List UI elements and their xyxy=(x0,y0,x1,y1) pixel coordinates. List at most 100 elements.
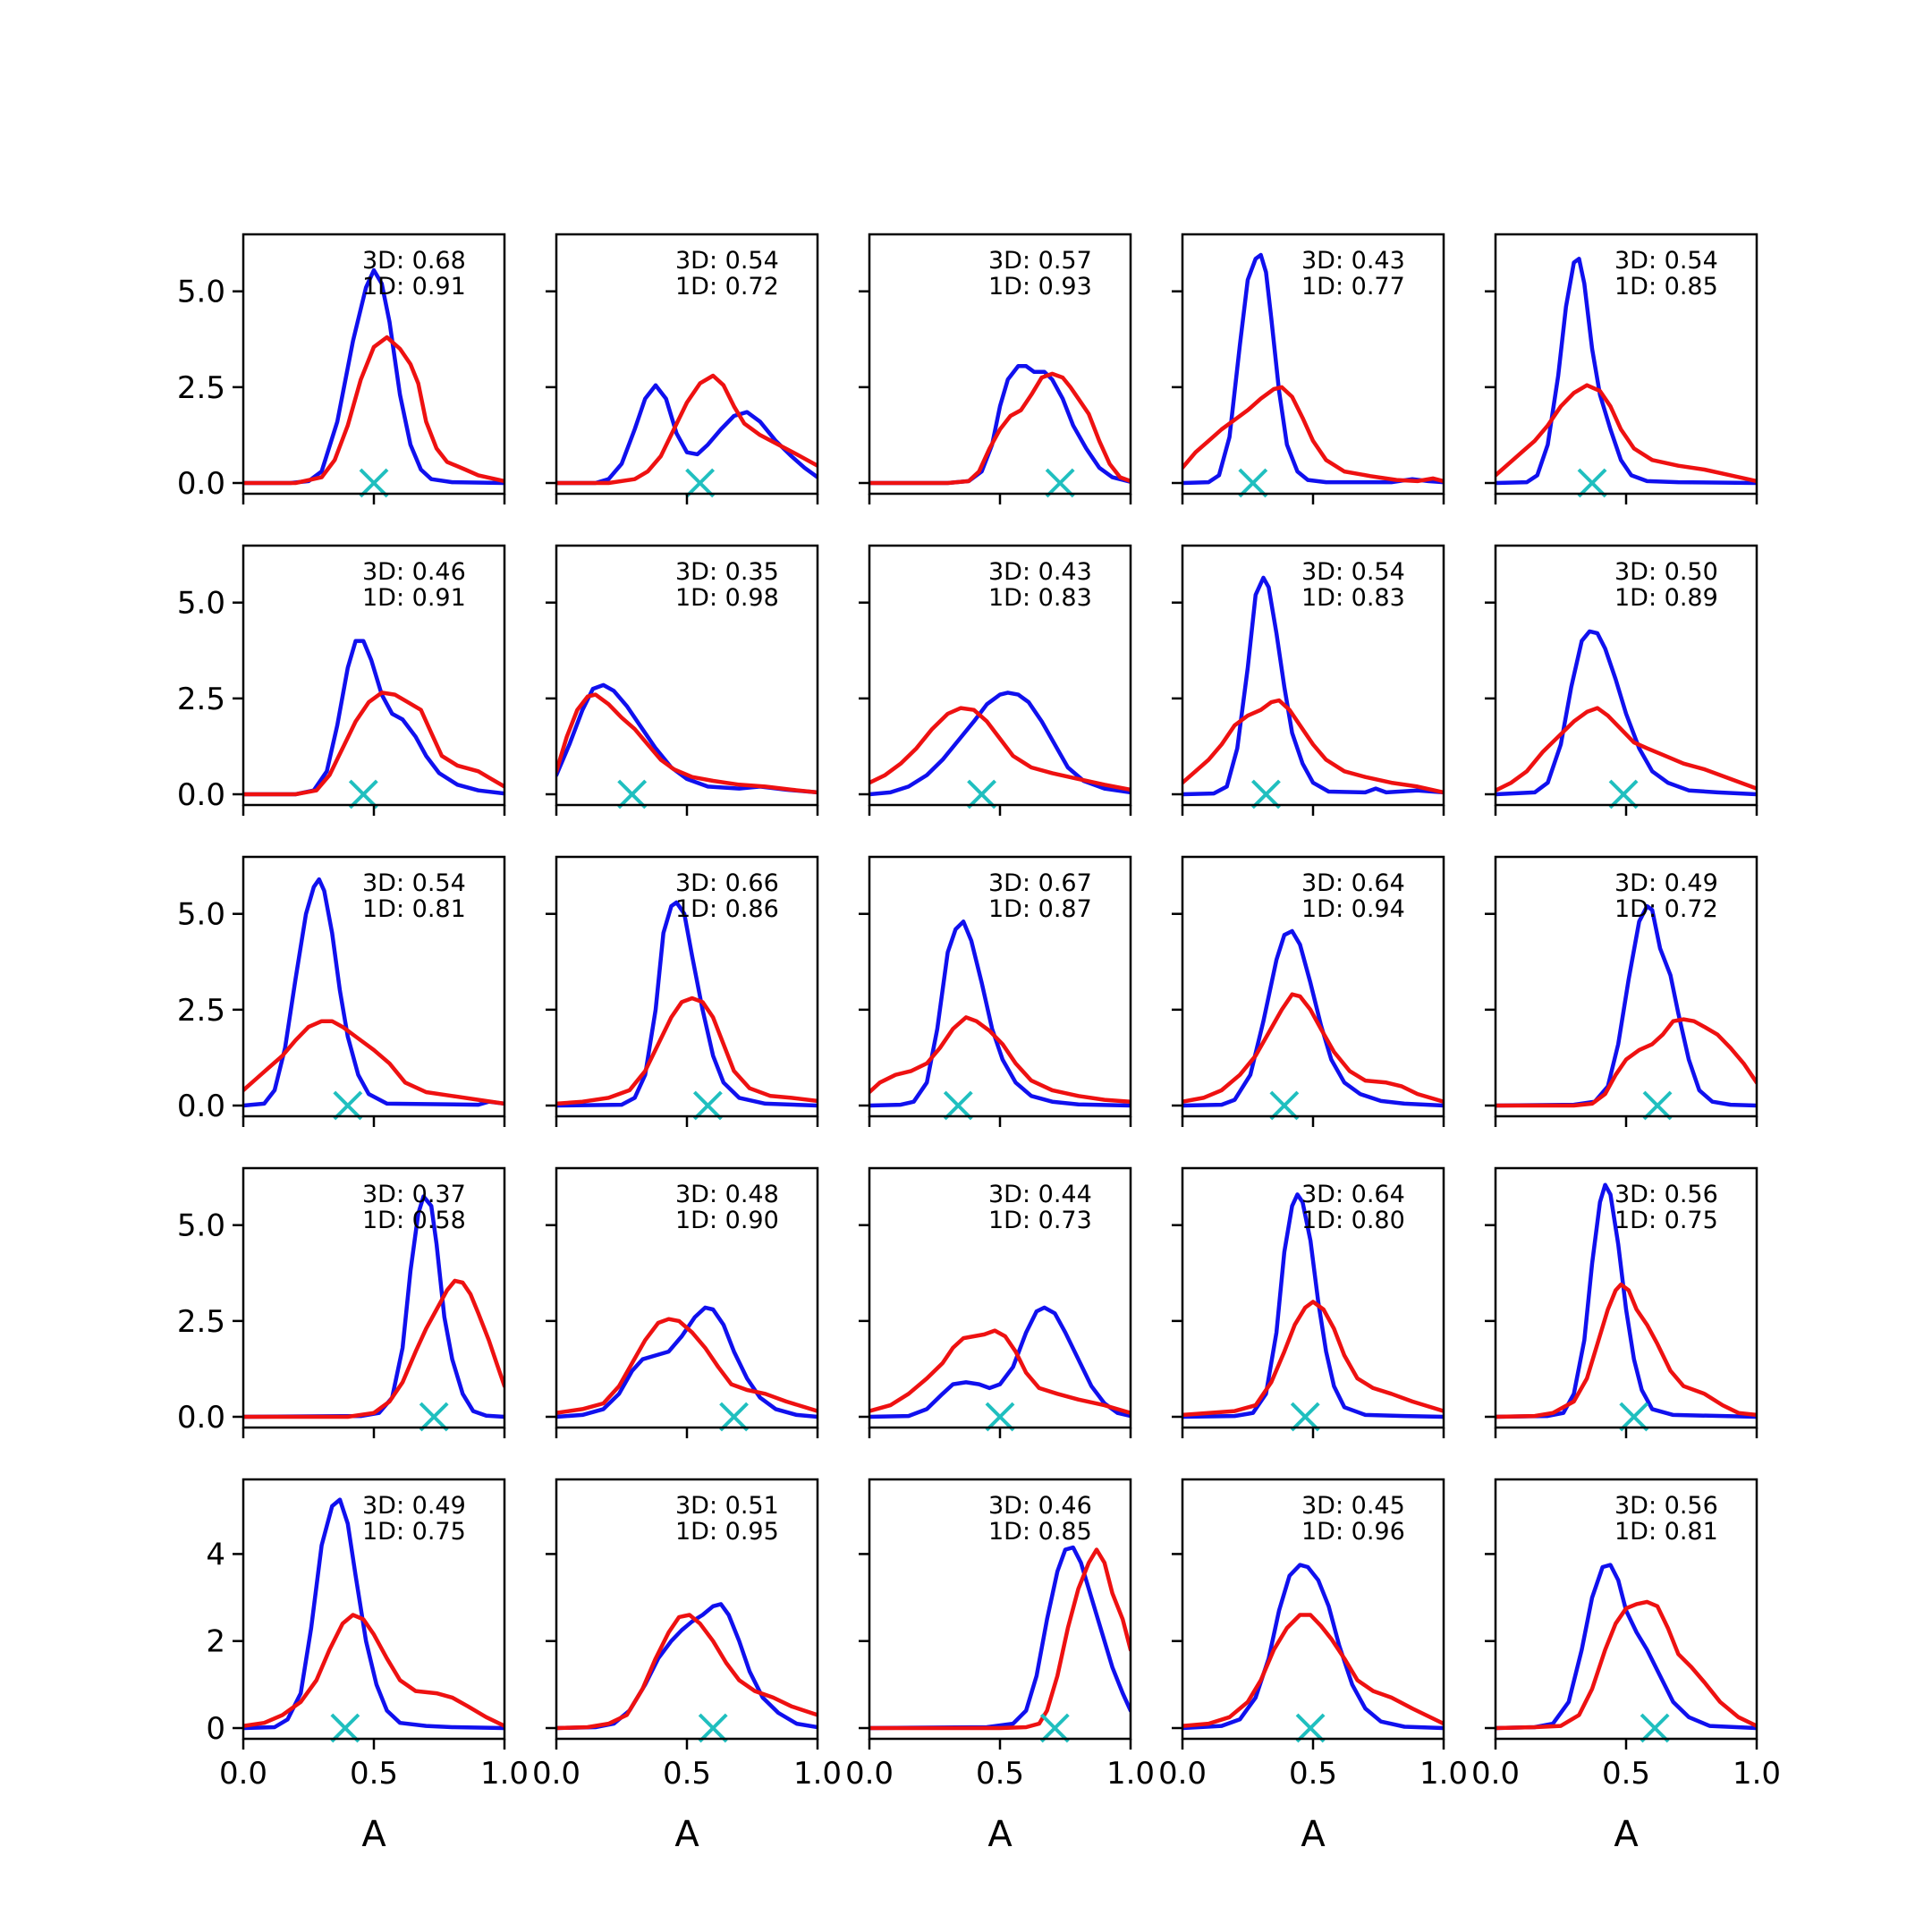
blue-series-line xyxy=(556,900,818,1108)
y-tick-label: 2.5 xyxy=(177,682,225,717)
x-axis-label: A xyxy=(361,1814,386,1855)
true-value-marker xyxy=(1251,779,1281,809)
score-annotation: 1D: 0.87 xyxy=(988,895,1092,923)
true-value-marker xyxy=(1642,1090,1673,1121)
score-annotation: 1D: 0.72 xyxy=(1614,895,1718,923)
red-series-line xyxy=(556,373,818,486)
x-axis-label: A xyxy=(1614,1814,1639,1855)
blue-series-line xyxy=(1496,629,1757,797)
true-value-marker xyxy=(1295,1713,1326,1743)
x-tick-label: 0.0 xyxy=(1158,1756,1207,1792)
true-value-marker xyxy=(617,779,648,809)
score-annotation: 1D: 0.85 xyxy=(1614,273,1718,301)
blue-series-line xyxy=(243,1497,504,1731)
y-tick-label: 0.0 xyxy=(177,1400,225,1436)
true-value-marker xyxy=(1290,1402,1320,1432)
score-annotation: 3D: 0.46 xyxy=(988,1492,1092,1520)
true-value-marker xyxy=(943,1090,973,1121)
red-series-line xyxy=(243,1019,504,1106)
score-annotation: 1D: 0.75 xyxy=(362,1518,466,1546)
x-tick-label: 0.5 xyxy=(663,1756,711,1792)
red-series-line xyxy=(556,692,818,795)
x-tick-label: 1.0 xyxy=(1419,1756,1468,1792)
score-annotation: 1D: 0.77 xyxy=(1301,273,1405,301)
score-annotation: 1D: 0.81 xyxy=(1614,1518,1718,1546)
red-series-line xyxy=(243,1613,504,1728)
y-tick-label: 5.0 xyxy=(177,586,225,622)
score-annotation: 1D: 0.85 xyxy=(988,1518,1092,1546)
red-series-line xyxy=(1182,992,1444,1104)
red-series-line xyxy=(869,1328,1131,1415)
red-series-line xyxy=(1496,706,1757,792)
red-series-line xyxy=(869,371,1131,486)
true-value-marker xyxy=(333,1090,363,1121)
true-value-marker xyxy=(419,1402,449,1432)
y-tick-label: 2.5 xyxy=(177,1304,225,1340)
true-value-marker xyxy=(985,1402,1015,1432)
blue-series-line xyxy=(1182,1192,1444,1419)
score-annotation: 1D: 0.89 xyxy=(1614,584,1718,612)
blue-series-line xyxy=(243,267,504,486)
blue-series-line xyxy=(1182,1563,1444,1731)
blue-series-line xyxy=(1496,903,1757,1108)
score-annotation: 3D: 0.35 xyxy=(675,558,779,586)
true-value-marker xyxy=(1269,1090,1300,1121)
score-annotation: 1D: 0.93 xyxy=(988,273,1092,301)
red-series-line xyxy=(1182,1613,1444,1728)
x-axis-label: A xyxy=(987,1814,1013,1855)
red-series-line xyxy=(1182,385,1444,484)
y-tick-label: 2.5 xyxy=(177,370,225,406)
score-annotation: 3D: 0.54 xyxy=(1301,558,1405,586)
blue-series-line xyxy=(556,383,818,486)
true-value-marker xyxy=(692,1090,723,1121)
y-tick-label: 5.0 xyxy=(177,1208,225,1244)
blue-series-line xyxy=(869,1305,1131,1419)
score-annotation: 3D: 0.51 xyxy=(675,1492,779,1520)
blue-series-line xyxy=(869,691,1131,797)
red-series-line xyxy=(1496,1599,1757,1731)
true-value-marker xyxy=(359,468,389,498)
blue-series-line xyxy=(1182,928,1444,1108)
score-annotation: 3D: 0.54 xyxy=(1614,247,1718,275)
x-axis-label: A xyxy=(1301,1814,1326,1855)
score-annotation: 1D: 0.96 xyxy=(1301,1518,1405,1546)
blue-series-line xyxy=(1496,257,1757,486)
y-tick-label: 0.0 xyxy=(177,777,225,813)
true-value-marker xyxy=(1608,779,1639,809)
red-series-line xyxy=(243,1278,504,1419)
true-value-marker xyxy=(1577,468,1607,498)
y-tick-label: 0 xyxy=(206,1711,225,1747)
score-annotation: 1D: 0.90 xyxy=(675,1207,779,1234)
score-annotation: 1D: 0.75 xyxy=(1614,1207,1718,1234)
red-series-line xyxy=(1182,698,1444,795)
x-tick-label: 0.5 xyxy=(1289,1756,1337,1792)
true-value-marker xyxy=(685,468,716,498)
score-annotation: 3D: 0.50 xyxy=(1614,558,1718,586)
score-annotation: 3D: 0.54 xyxy=(675,247,779,275)
red-series-line xyxy=(869,1015,1131,1104)
red-series-line xyxy=(243,691,504,797)
true-value-marker xyxy=(1039,1713,1070,1743)
y-tick-label: 2.5 xyxy=(177,993,225,1029)
x-tick-label: 0.0 xyxy=(1471,1756,1520,1792)
score-annotation: 1D: 0.80 xyxy=(1301,1207,1405,1234)
score-annotation: 3D: 0.66 xyxy=(675,869,779,897)
score-annotation: 3D: 0.56 xyxy=(1614,1181,1718,1208)
score-annotation: 3D: 0.37 xyxy=(362,1181,466,1208)
